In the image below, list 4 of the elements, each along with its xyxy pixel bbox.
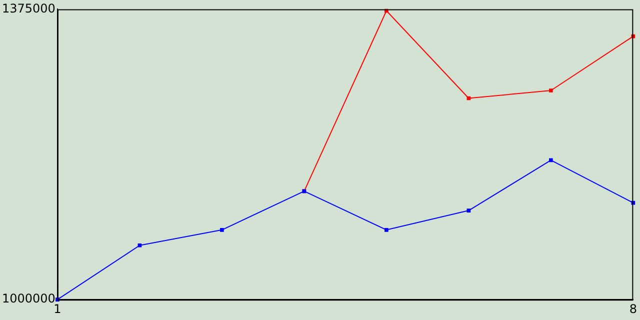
x-tick-label: 8 bbox=[629, 302, 638, 316]
y-tick-label: 1000000 bbox=[2, 292, 56, 306]
x-tick-label: 1 bbox=[54, 302, 62, 316]
y-tick-label: 1375000 bbox=[2, 1, 56, 16]
